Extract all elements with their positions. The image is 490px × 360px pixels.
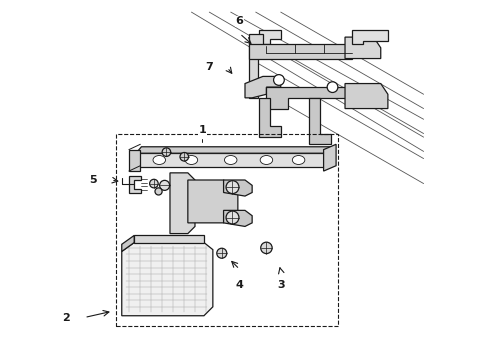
Circle shape <box>226 181 239 194</box>
Polygon shape <box>259 98 281 137</box>
Circle shape <box>180 153 189 161</box>
Polygon shape <box>352 30 388 44</box>
Circle shape <box>160 180 170 190</box>
Bar <box>117 134 338 327</box>
Polygon shape <box>309 98 331 144</box>
Polygon shape <box>327 147 333 167</box>
Polygon shape <box>134 235 204 243</box>
Polygon shape <box>170 173 195 234</box>
Circle shape <box>226 211 239 224</box>
Polygon shape <box>188 180 238 223</box>
Text: 3: 3 <box>277 280 285 290</box>
Polygon shape <box>248 44 352 59</box>
Text: 7: 7 <box>205 63 213 72</box>
Polygon shape <box>223 180 252 196</box>
Text: 1: 1 <box>198 125 206 135</box>
Polygon shape <box>323 144 336 171</box>
Circle shape <box>273 75 284 85</box>
Ellipse shape <box>153 156 166 165</box>
Polygon shape <box>223 210 252 226</box>
Text: 4: 4 <box>236 280 244 290</box>
Polygon shape <box>259 30 281 44</box>
Polygon shape <box>245 76 281 98</box>
Circle shape <box>149 179 158 188</box>
Ellipse shape <box>185 156 197 165</box>
Circle shape <box>155 188 162 195</box>
Polygon shape <box>136 147 333 153</box>
Polygon shape <box>122 235 134 251</box>
Polygon shape <box>345 37 381 59</box>
Text: 2: 2 <box>62 312 70 323</box>
Circle shape <box>261 242 272 253</box>
Polygon shape <box>129 150 140 171</box>
Polygon shape <box>267 87 352 109</box>
Polygon shape <box>345 84 388 109</box>
Circle shape <box>327 82 338 93</box>
Polygon shape <box>122 243 213 316</box>
Ellipse shape <box>293 156 305 165</box>
Ellipse shape <box>224 156 237 165</box>
Polygon shape <box>248 33 263 98</box>
Polygon shape <box>136 153 327 167</box>
Ellipse shape <box>260 156 272 165</box>
Polygon shape <box>129 176 142 193</box>
Text: 5: 5 <box>89 175 97 185</box>
Circle shape <box>162 148 171 157</box>
Circle shape <box>217 248 227 258</box>
Text: 6: 6 <box>236 17 244 26</box>
